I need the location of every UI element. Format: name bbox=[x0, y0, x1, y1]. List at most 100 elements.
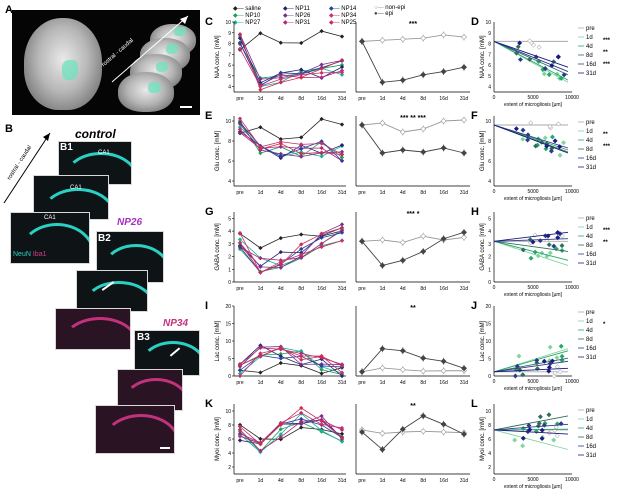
group-point-NP10 bbox=[319, 367, 324, 372]
regression-line-1d bbox=[493, 429, 569, 450]
x-tick-label-mid-E: 1d bbox=[380, 190, 386, 196]
rostral-caudal-arrow bbox=[111, 15, 189, 83]
x-tick-label-F: 5000 bbox=[527, 189, 538, 195]
scatter-point-31d bbox=[555, 235, 561, 241]
group-point-NP11 bbox=[339, 373, 345, 379]
mean-point-non-epi bbox=[379, 37, 386, 44]
x-tick-label-mid-G: 1d bbox=[380, 286, 386, 292]
scatter-point-8d bbox=[546, 412, 552, 418]
mean-point-non-epi bbox=[420, 35, 427, 42]
legend-item-epi: ●— epi bbox=[374, 11, 394, 17]
panel-label-d: D bbox=[471, 16, 479, 28]
group-point-NP14 bbox=[237, 40, 243, 45]
mean-point-epi bbox=[379, 79, 386, 86]
group-line-NP11 bbox=[239, 344, 343, 377]
group-line-NP25 bbox=[239, 34, 343, 91]
scatter-point-31d bbox=[555, 54, 561, 60]
x-tick-label-mid-K: pre bbox=[358, 478, 365, 484]
x-tick-label-E: pre bbox=[236, 190, 243, 196]
y-tick-label-C: 10 bbox=[225, 20, 231, 26]
scatter-point-4d bbox=[559, 353, 565, 359]
legend-item-np27: ◆— NP27 bbox=[233, 20, 261, 26]
scatter-point-8d bbox=[520, 372, 526, 378]
mean-line-epi bbox=[361, 124, 465, 154]
group-point-NP25 bbox=[258, 87, 263, 92]
neun-label: NeuN bbox=[13, 251, 31, 258]
significance-right-D: *** bbox=[603, 38, 611, 44]
x-tick-label-mid-G: 16d bbox=[439, 286, 448, 292]
x-tick-label-I: 8d bbox=[298, 380, 304, 386]
group-point-saline bbox=[299, 135, 304, 140]
group-line-NP11 bbox=[239, 419, 343, 445]
group-point-NP11 bbox=[237, 438, 243, 443]
mean-point-epi bbox=[420, 71, 427, 78]
legend-label-31d-D: 31d bbox=[586, 71, 596, 77]
y-tick-label-G: 3 bbox=[228, 242, 231, 248]
group-point-NP14 bbox=[278, 154, 283, 159]
group-point-saline bbox=[278, 437, 283, 442]
group-point-NP25 bbox=[237, 240, 243, 245]
group-point-NP14 bbox=[299, 416, 304, 422]
group-line-saline bbox=[239, 230, 343, 249]
y-axis-label-F: Glu conc. [mM] bbox=[480, 130, 486, 171]
x-axis-label-F: extent of microgliosis [µm] bbox=[504, 196, 563, 202]
scatter-point-8d bbox=[546, 242, 552, 248]
significance-mid-I: ** bbox=[410, 305, 416, 312]
group-point-NP26 bbox=[339, 222, 345, 227]
mean-point-epi bbox=[379, 345, 386, 352]
significance-mid-C: *** bbox=[409, 21, 417, 28]
legend-label-16d-L: 16d bbox=[586, 444, 596, 450]
mean-point-epi bbox=[399, 426, 406, 433]
legend-item-np25: ◆— NP25 bbox=[329, 20, 357, 26]
y-tick-label-F: 4 bbox=[488, 179, 491, 185]
legend-item-np14: ◆— NP14 bbox=[329, 6, 357, 12]
group-point-NP14 bbox=[319, 235, 324, 240]
group-point-NP34 bbox=[339, 425, 345, 431]
group-point-NP25 bbox=[258, 442, 263, 447]
mean-line-non-epi bbox=[361, 235, 465, 244]
legend-label-4d-J: 4d bbox=[586, 328, 593, 334]
x-tick-label-mid-C: 8d bbox=[420, 96, 426, 102]
legend-col-2: ◆— NP11 ◆— NP26 ◆— NP31 bbox=[283, 5, 310, 26]
group-point-NP25 bbox=[278, 141, 283, 146]
y-axis-label-I: Lac conc. [mM] bbox=[215, 320, 221, 361]
group-point-saline bbox=[319, 371, 324, 376]
group-point-NP31 bbox=[319, 75, 324, 80]
group-point-NP25 bbox=[319, 418, 324, 424]
significance-right-D: *** bbox=[603, 62, 611, 68]
group-point-saline bbox=[319, 28, 324, 34]
legend-label-16d-F: 16d bbox=[586, 156, 596, 162]
group-point-NP14 bbox=[299, 146, 304, 151]
group-point-NP26 bbox=[299, 421, 304, 427]
x-tick-label-C: pre bbox=[236, 96, 243, 102]
b2-slice-3 bbox=[55, 308, 131, 350]
mean-point-epi bbox=[399, 77, 406, 84]
mean-point-epi bbox=[379, 446, 386, 453]
y-tick-label-G: 1 bbox=[228, 267, 231, 273]
significance-right-F: *** bbox=[603, 144, 611, 150]
x-tick-label-mid-E: 31d bbox=[460, 190, 469, 196]
legend-label-16d-H: 16d bbox=[586, 252, 596, 258]
scatter-point-pre bbox=[552, 370, 558, 376]
scatter-point-pre bbox=[527, 38, 533, 44]
scatter-point-31d bbox=[557, 144, 563, 150]
scatter-point-1d bbox=[520, 443, 526, 449]
legend-item-np11: ◆— NP11 bbox=[283, 6, 310, 12]
group-point-NP34 bbox=[278, 259, 283, 264]
x-axis-label-H: extent of microgliosis [µm] bbox=[504, 292, 563, 298]
y-tick-label-J: 20 bbox=[485, 304, 491, 310]
mean-point-non-epi bbox=[420, 428, 427, 435]
group-point-NP25 bbox=[237, 32, 243, 37]
group-point-NP34 bbox=[237, 230, 243, 236]
legend-label-31d-L: 31d bbox=[586, 453, 596, 459]
group-point-NP25 bbox=[319, 150, 324, 155]
legend-label-pre-L: pre bbox=[586, 408, 595, 414]
y-tick-label-L: 6 bbox=[488, 437, 491, 443]
significance-mid-E: *** ** *** bbox=[400, 115, 426, 122]
mean-point-epi bbox=[399, 257, 406, 264]
scatter-point-pre bbox=[554, 364, 560, 370]
scatter-point-16d bbox=[542, 66, 548, 71]
panel-label-h: H bbox=[471, 206, 479, 218]
legend-label-31d-H: 31d bbox=[586, 261, 596, 267]
scatter-point-16d bbox=[534, 357, 540, 363]
